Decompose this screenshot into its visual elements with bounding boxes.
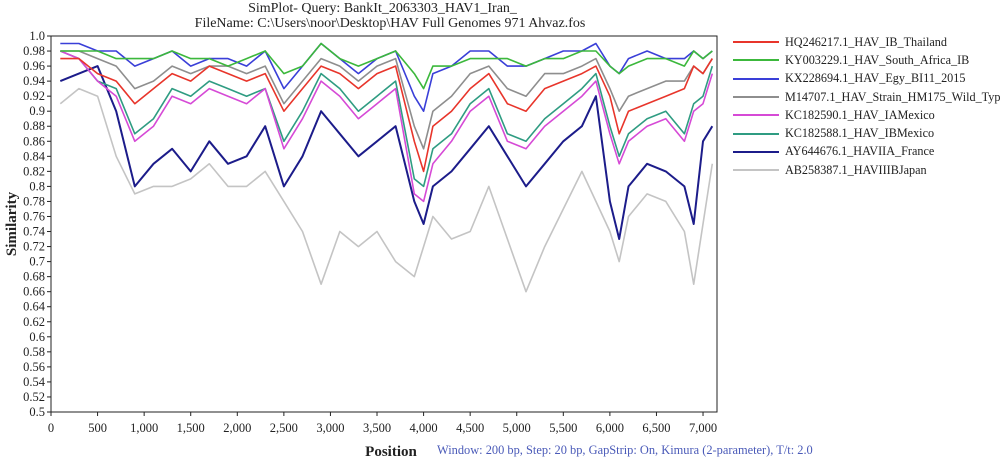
series-line [60,57,713,173]
legend-label: AY644676.1_HAVIIA_France [785,144,935,159]
y-tick-label: 0.72 [23,240,45,254]
legend-label: KC182590.1_HAV_IAMexico [785,107,935,122]
y-tick-label: 0.98 [23,44,45,58]
legend-swatch [733,96,779,99]
y-tick-label: 0.7 [29,255,45,269]
legend-swatch [733,41,779,44]
y-tick-label: 0.88 [23,119,45,133]
x-tick-label: 4,500 [456,421,484,435]
y-tick-label: 0.68 [23,270,45,284]
x-tick-label: 1,500 [177,421,205,435]
x-tick-label: 6,000 [596,421,624,435]
x-tick-label: 4,000 [410,421,438,435]
series-line [60,42,713,90]
y-tick-label: 0.64 [23,300,46,314]
x-tick-label: 7,000 [689,421,717,435]
x-tick-label: 1,000 [130,421,158,435]
y-tick-label: 0.86 [23,134,45,148]
y-tick-label: 0.84 [23,149,46,163]
x-axis-title: Position [365,444,417,459]
series-lines [59,42,714,293]
legend-label: HQ246217.1_HAV_IB_Thailand [785,34,947,49]
x-tick-label: 6,500 [642,421,670,435]
x-tick-label: 500 [88,421,107,435]
legend-swatch [733,59,779,62]
analysis-parameters: Window: 200 bp, Step: 20 bp, GapStrip: O… [437,443,813,457]
series-line [59,65,714,240]
y-tick-label: 0.62 [23,315,45,329]
x-tick-label: 2,000 [223,421,251,435]
x-tick-label: 5,000 [503,421,531,435]
legend-label: KC182588.1_HAV_IBMexico [785,126,935,141]
legend-label: M14707.1_HAV_Strain_HM175_Wild_Type_ [785,89,1000,104]
axes: 0.50.520.540.560.580.60.620.640.660.680.… [4,29,718,459]
legend-item: KY003229.1_HAV_South_Africa_IB [733,51,998,69]
x-tick-label: 5,500 [549,421,577,435]
series-line [60,50,713,150]
y-tick-label: 0.74 [23,225,46,239]
legend-swatch [733,169,779,172]
series-line [59,50,714,188]
legend-item: AY644676.1_HAVIIA_France [733,143,998,161]
y-tick-label: 0.58 [23,345,45,359]
y-tick-label: 0.78 [23,194,45,208]
y-tick-label: 0.8 [29,179,45,193]
chart-subtitle: FileName: C:\Users\noor\Desktop\HAV Full… [194,16,586,31]
plot-frame [50,35,718,413]
legend-label: AB258387.1_HAVIIIBJapan [785,162,927,177]
y-tick-label: 0.92 [23,89,45,103]
y-tick-label: 0.54 [23,375,46,389]
x-tick-label: 3,500 [363,421,391,435]
x-tick-label: 0 [48,421,54,435]
legend-swatch [733,114,779,117]
y-axis-title: Similarity [4,191,20,256]
y-tick-label: 0.82 [23,164,45,178]
y-tick-label: 0.9 [29,104,45,118]
legend-swatch [733,132,779,135]
y-tick-label: 0.94 [23,74,46,88]
legend-item: KC182590.1_HAV_IAMexico [733,106,998,124]
y-tick-label: 0.76 [23,209,45,223]
legend-label: KX228694.1_HAV_Egy_BI11_2015 [785,71,966,86]
y-tick-label: 0.5 [29,405,45,419]
legend-item: HQ246217.1_HAV_IB_Thailand [733,33,998,51]
y-tick-label: 0.96 [23,59,45,73]
legend-item: KX228694.1_HAV_Egy_BI11_2015 [733,70,998,88]
legend-item: M14707.1_HAV_Strain_HM175_Wild_Type_ [733,88,1000,106]
y-tick-label: 0.66 [23,285,45,299]
legend-swatch [733,77,779,80]
series-line [59,87,714,293]
legend: HQ246217.1_HAV_IB_Thailand KY003229.1_HAV… [733,33,1000,179]
y-tick-label: 0.6 [29,330,45,344]
y-tick-label: 1.0 [29,29,45,43]
x-tick-label: 2,500 [270,421,298,435]
y-tick-label: 0.56 [23,360,45,374]
y-tick-label: 0.52 [23,390,45,404]
series-line [59,50,714,203]
x-tick-label: 3,000 [316,421,344,435]
legend-item: KC182588.1_HAV_IBMexico [733,124,998,142]
chart-title: SimPlot- Query: BankIt_2063303_HAV1_Iran… [248,1,517,16]
legend-item: AB258387.1_HAVIIIBJapan [733,161,998,179]
legend-swatch [733,150,779,153]
series-line [60,42,713,112]
legend-label: KY003229.1_HAV_South_Africa_IB [785,52,970,67]
